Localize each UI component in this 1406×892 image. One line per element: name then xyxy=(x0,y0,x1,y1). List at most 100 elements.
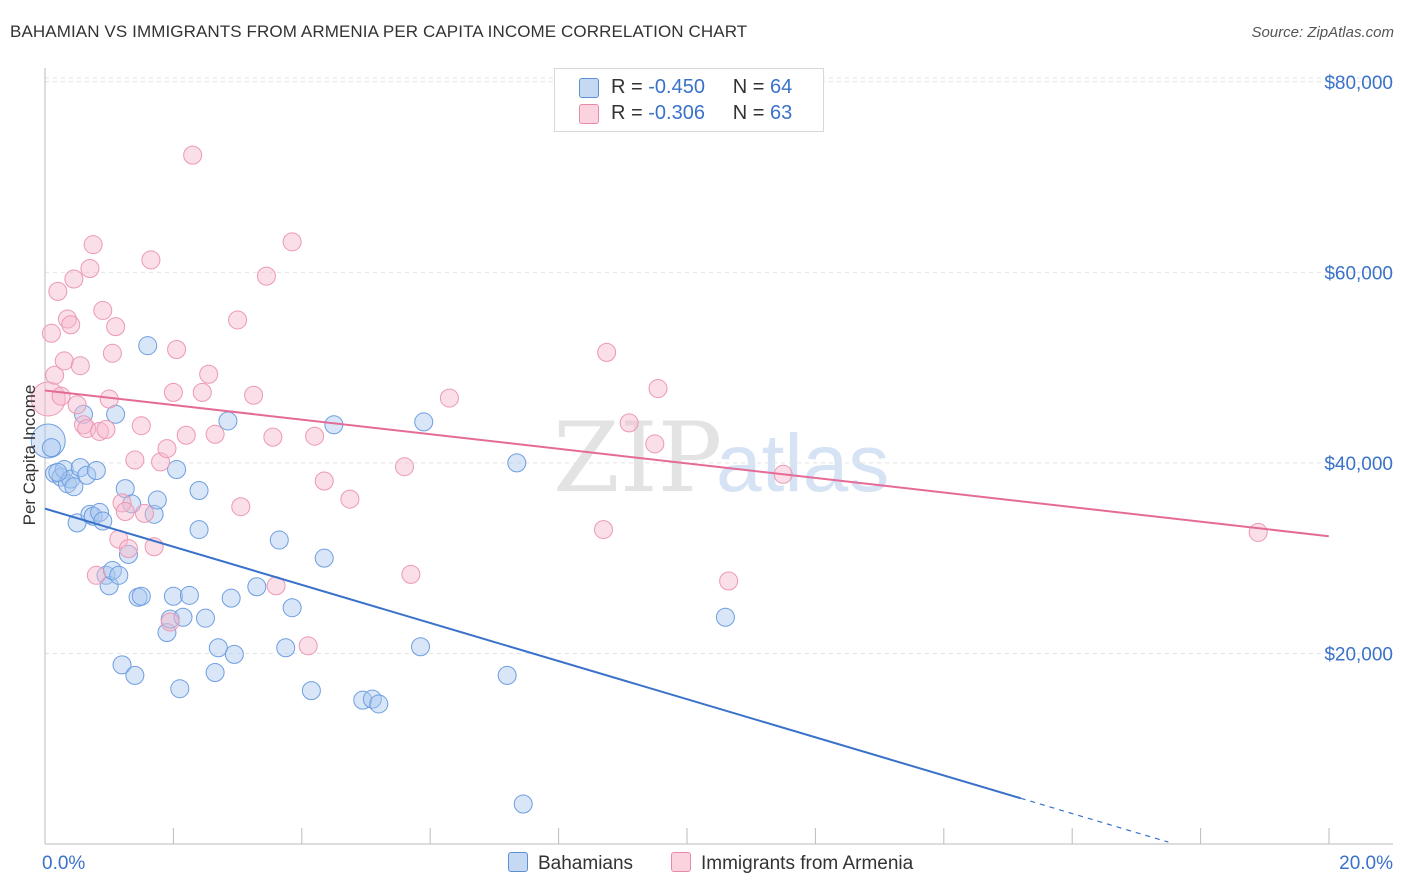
bahamian-point xyxy=(369,694,389,714)
armenia-point xyxy=(340,489,360,509)
armenia-point xyxy=(256,266,276,286)
y-tick-label: $20,000 xyxy=(1324,644,1393,665)
bahamian-point xyxy=(77,465,97,485)
y-tick-label: $60,000 xyxy=(1324,263,1393,284)
bahamian-point xyxy=(189,520,209,540)
bahamian-point xyxy=(41,438,61,458)
bahamian-point xyxy=(163,586,183,606)
bahamian-point xyxy=(269,530,289,550)
bahamian-point xyxy=(147,490,167,510)
legend-item-bahamians: Bahamians xyxy=(508,852,633,875)
bahamian-point xyxy=(112,655,132,675)
armenia-point xyxy=(205,424,225,444)
armenia-point xyxy=(64,269,84,289)
armenia-point xyxy=(619,413,639,433)
armenia-point xyxy=(54,351,74,371)
bahamian-point xyxy=(173,607,193,627)
bahamian-point xyxy=(48,462,68,482)
bahamians-swatch xyxy=(579,78,599,98)
armenia-point xyxy=(61,315,81,335)
armenia-point xyxy=(394,457,414,477)
r-value: -0.450 xyxy=(648,76,705,98)
axes xyxy=(44,68,1393,845)
armenia-point xyxy=(83,235,103,255)
bahamian-point xyxy=(411,637,431,657)
armenia-point xyxy=(134,503,154,523)
n-label: N = xyxy=(732,76,765,98)
bahamian-point xyxy=(247,577,267,597)
armenia-point xyxy=(231,497,251,517)
y-tick-label: $80,000 xyxy=(1324,73,1393,94)
armenia-point xyxy=(439,388,459,408)
bahamian-point xyxy=(179,585,199,605)
armenia-swatch xyxy=(579,104,599,124)
armenia-point xyxy=(305,426,325,446)
x-tick-label: 20.0% xyxy=(1339,853,1393,874)
armenia-point xyxy=(167,339,187,359)
armenia-point xyxy=(74,415,94,435)
bahamian-trend-line xyxy=(44,507,1021,800)
armenia-point xyxy=(263,427,283,447)
armenia-legend-swatch xyxy=(671,852,691,872)
bahamian-point xyxy=(715,607,735,627)
bahamian-point xyxy=(513,794,533,814)
n-value: 63 xyxy=(770,102,793,124)
armenia-point xyxy=(183,145,203,165)
armenia-point xyxy=(70,356,90,376)
bahamian-point xyxy=(93,511,113,531)
armenia-point xyxy=(77,419,97,439)
armenia-point xyxy=(106,317,126,337)
bahamian-point xyxy=(138,336,158,356)
r-label: R = xyxy=(611,76,643,98)
chart-source: Source: ZipAtlas.com xyxy=(1251,24,1394,41)
bahamian-point xyxy=(74,404,94,424)
bahamian-trend-extension xyxy=(1020,797,1169,843)
bahamian-point xyxy=(70,458,90,478)
bahamian-point xyxy=(353,690,373,710)
bahamian-point xyxy=(189,481,209,501)
bahamian-point xyxy=(64,477,84,497)
tick-labels: $20,000 $40,000 $60,000 $80,000 0.0% 20.0% xyxy=(42,73,1393,874)
armenia-point xyxy=(115,501,135,521)
chart-title: BAHAMIAN VS IMMIGRANTS FROM ARMENIA PER … xyxy=(10,22,748,41)
armenia-point xyxy=(597,342,617,362)
armenia-point xyxy=(45,365,65,385)
r-value: -0.306 xyxy=(648,102,705,124)
bahamian-point xyxy=(30,423,66,459)
armenia-point xyxy=(176,425,196,445)
bahamian-point xyxy=(131,586,151,606)
bahamian-point xyxy=(497,665,517,685)
armenia-point xyxy=(1248,522,1268,542)
bahamian-point xyxy=(314,548,334,568)
bahamian-point xyxy=(125,665,145,685)
armenia-point xyxy=(593,520,613,540)
bahamian-point xyxy=(205,662,225,682)
x-tick-label: 0.0% xyxy=(42,853,85,874)
bahamian-point xyxy=(122,494,142,514)
armenia-point xyxy=(96,420,116,440)
armenia-point xyxy=(141,250,161,270)
armenia-point xyxy=(48,281,68,301)
armenia-point xyxy=(157,439,177,459)
armenia-point xyxy=(199,364,219,384)
bahamian-point xyxy=(507,453,527,473)
armenia-point xyxy=(645,434,665,454)
bahamian-point xyxy=(224,644,244,664)
bahamian-point xyxy=(118,544,138,564)
bahamian-point xyxy=(144,504,164,524)
y-tick-label: $40,000 xyxy=(1324,454,1393,475)
bahamian-point xyxy=(301,681,321,701)
bahamian-point xyxy=(170,679,190,699)
legend-label: Bahamians xyxy=(538,853,634,874)
armenia-point xyxy=(648,379,668,399)
armenia-point xyxy=(192,382,212,402)
armenia-point xyxy=(125,450,145,470)
bahamian-point xyxy=(109,565,129,585)
trend-lines xyxy=(44,389,1329,843)
armenia-point xyxy=(41,323,61,343)
armenia-point xyxy=(51,386,71,406)
y-axis-label: Per Capita Income xyxy=(20,384,39,526)
bahamian-point xyxy=(414,412,434,432)
armenia-point xyxy=(131,416,151,436)
